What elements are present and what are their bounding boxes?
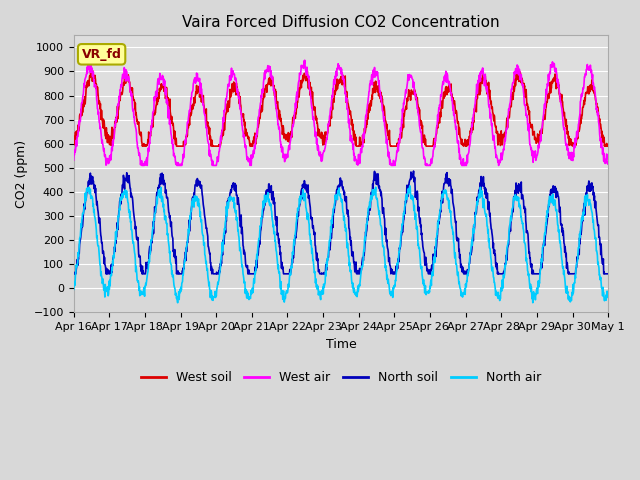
Legend: West soil, West air, North soil, North air: West soil, West air, North soil, North a… [136, 366, 546, 389]
X-axis label: Time: Time [326, 337, 356, 351]
Bar [74, 36, 608, 168]
Title: Vaira Forced Diffusion CO2 Concentration: Vaira Forced Diffusion CO2 Concentration [182, 15, 500, 30]
Text: VR_fd: VR_fd [82, 48, 122, 61]
Y-axis label: CO2 (ppm): CO2 (ppm) [15, 140, 28, 208]
